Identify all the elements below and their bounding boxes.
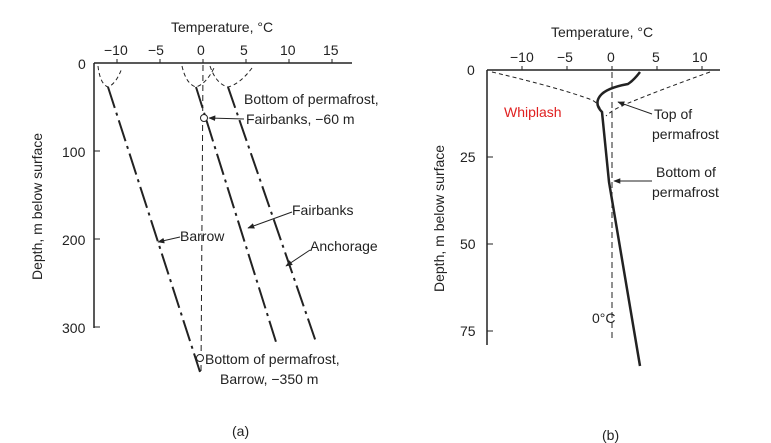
panel-b-summer-envelope bbox=[605, 71, 711, 117]
panel-b: Temperature, °C −10 −5 0 5 10 0 25 50 75 bbox=[431, 24, 720, 443]
panel-b-label-top-permafrost: Top of bbox=[654, 106, 692, 122]
panel-b-label-zero-c: 0°C bbox=[592, 310, 616, 326]
panel-a-y-tick-label: 200 bbox=[62, 232, 86, 248]
panel-a-arrow-anchorage bbox=[285, 249, 311, 267]
panel-a-arrow-barrow bbox=[157, 236, 181, 244]
panel-a-zero-line bbox=[200, 64, 204, 373]
panel-b-x-ticks: −10 −5 0 5 10 bbox=[510, 49, 708, 70]
panel-b-arrow-top-permafrost bbox=[617, 101, 653, 115]
panel-a-arrow-bottom-fairbanks bbox=[208, 115, 245, 121]
panel-a-y-tick-label: 100 bbox=[62, 144, 86, 160]
panel-a-y-label: Depth, m below surface bbox=[29, 133, 45, 280]
panel-b-y-tick-label: 0 bbox=[467, 62, 475, 78]
panel-a-label-barrow: Barrow bbox=[180, 228, 225, 244]
panel-a-x-tick-label: 15 bbox=[323, 42, 339, 58]
panel-a-x-tick-label: 0 bbox=[197, 42, 205, 58]
panel-b-x-tick-label: −5 bbox=[557, 49, 573, 65]
panel-a-fairbanks-profile bbox=[195, 86, 277, 343]
panel-a-barrow-envelope bbox=[97, 65, 123, 88]
panel-a: Temperature, °C −10 −5 0 5 10 15 0 100 2 bbox=[29, 19, 379, 439]
panel-b-y-tick-label: 25 bbox=[460, 149, 476, 165]
panel-a-anchorage-profile bbox=[227, 86, 317, 343]
panel-a-arrow-fairbanks bbox=[247, 211, 293, 229]
panel-b-x-tick-label: −10 bbox=[510, 49, 534, 65]
panel-a-x-tick-label: −5 bbox=[148, 42, 164, 58]
panel-b-label-bottom-permafrost: Bottom of bbox=[656, 164, 716, 180]
panel-b-y-tick-label: 50 bbox=[460, 236, 476, 252]
panel-b-title: Temperature, °C bbox=[551, 24, 653, 40]
panel-b-y-ticks: 0 25 50 75 bbox=[460, 62, 493, 339]
panel-a-y-tick-label: 0 bbox=[78, 56, 86, 72]
panel-a-label-bottom-fairbanks-2: Fairbanks, −60 m bbox=[246, 111, 355, 127]
panel-b-y-label: Depth, m below surface bbox=[431, 145, 447, 292]
panel-b-label-whiplash: Whiplash bbox=[504, 104, 562, 120]
panel-a-y-ticks: 0 100 200 300 bbox=[62, 56, 100, 336]
panel-b-label-top-permafrost-2: permafrost bbox=[652, 126, 719, 142]
panel-a-x-tick-label: 10 bbox=[280, 42, 296, 58]
panel-b-temperature-profile bbox=[596, 71, 642, 367]
panel-b-x-tick-label: 5 bbox=[652, 49, 660, 65]
panel-a-x-tick-label: −10 bbox=[104, 42, 128, 58]
panel-a-label-fairbanks: Fairbanks bbox=[292, 202, 353, 218]
panel-b-label-bottom-permafrost-2: permafrost bbox=[652, 184, 719, 200]
panel-a-title: Temperature, °C bbox=[171, 19, 273, 35]
panel-a-barrow-profile bbox=[107, 86, 201, 373]
panel-a-label-bottom-fairbanks: Bottom of permafrost, bbox=[244, 91, 379, 107]
panel-a-label-anchorage: Anchorage bbox=[310, 238, 378, 254]
panel-a-y-tick-label: 300 bbox=[62, 320, 86, 336]
panel-a-anchorage-envelope bbox=[209, 65, 253, 88]
panel-b-y-tick-label: 75 bbox=[460, 323, 476, 339]
panel-a-x-ticks: −10 −5 0 5 10 15 bbox=[104, 42, 339, 63]
panel-a-x-tick-label: 5 bbox=[240, 42, 248, 58]
panel-b-caption: (b) bbox=[602, 427, 619, 443]
panel-b-x-tick-label: 10 bbox=[692, 49, 708, 65]
panel-a-label-bottom-barrow: Bottom of permafrost, bbox=[205, 351, 340, 367]
panel-a-label-bottom-barrow-2: Barrow, −350 m bbox=[220, 371, 318, 387]
panel-a-barrow-bottom-marker bbox=[196, 354, 204, 362]
panel-a-fairbanks-envelope bbox=[181, 65, 215, 88]
panel-a-caption: (a) bbox=[232, 423, 249, 439]
panel-a-fairbanks-bottom-marker bbox=[200, 114, 208, 122]
panel-b-x-tick-label: 0 bbox=[607, 49, 615, 65]
